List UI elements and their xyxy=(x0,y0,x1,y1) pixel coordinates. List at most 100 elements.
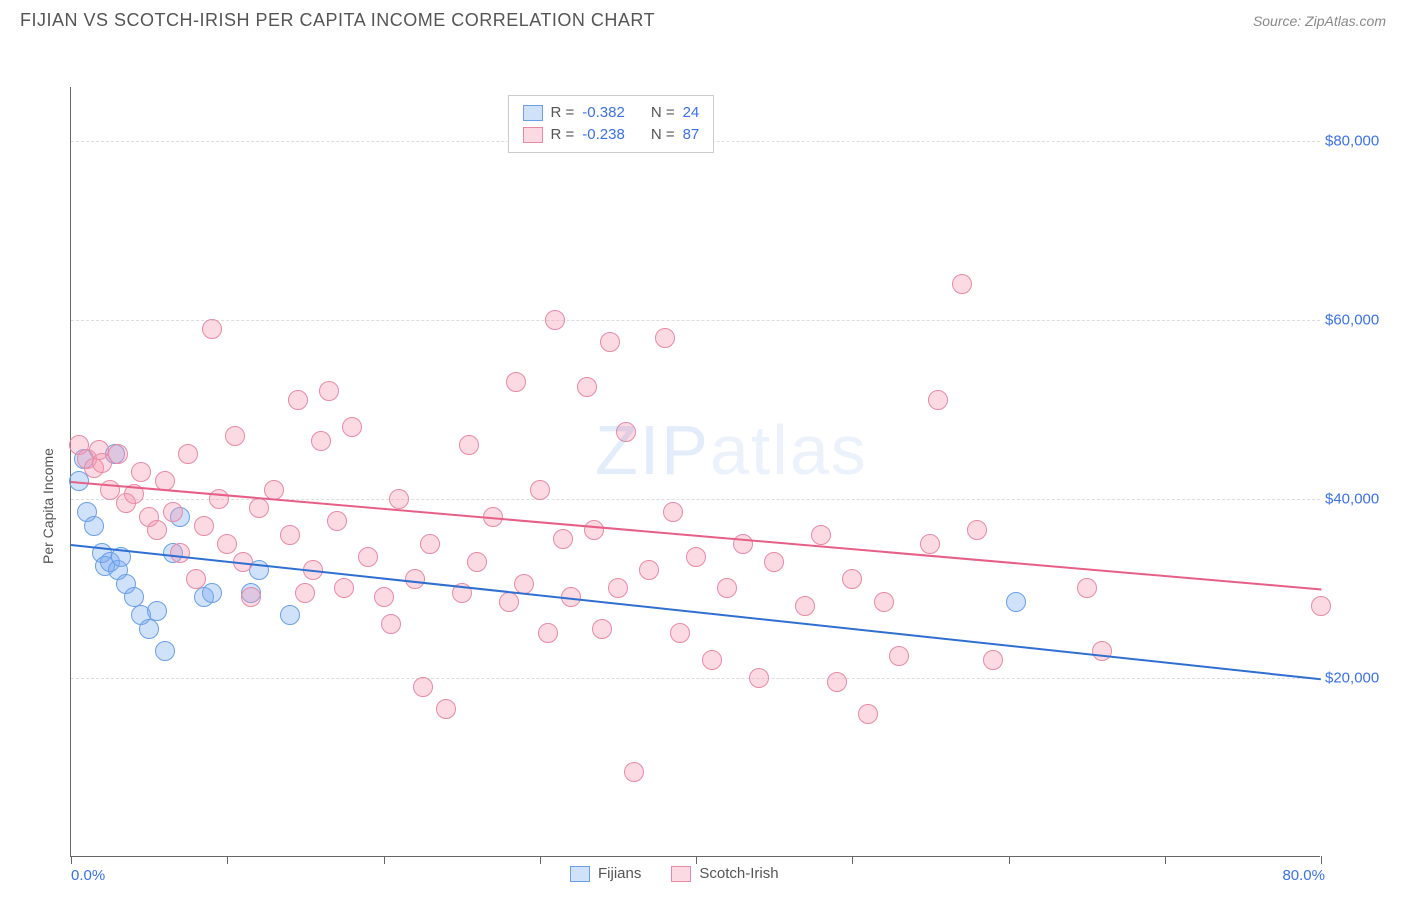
source-prefix: Source: xyxy=(1253,13,1305,29)
n-value: 24 xyxy=(683,102,700,124)
data-point xyxy=(584,520,604,540)
data-point xyxy=(358,547,378,567)
source-credit: Source: ZipAtlas.com xyxy=(1253,13,1386,29)
y-tick-label: $20,000 xyxy=(1325,669,1405,686)
data-point xyxy=(749,668,769,688)
legend-swatch xyxy=(523,105,543,121)
x-tick xyxy=(1009,856,1010,864)
data-point xyxy=(342,417,362,437)
data-point xyxy=(1077,578,1097,598)
chart-title: FIJIAN VS SCOTCH-IRISH PER CAPITA INCOME… xyxy=(20,10,655,31)
data-point xyxy=(514,574,534,594)
legend-swatch xyxy=(671,866,691,882)
y-axis-title: Per Capita Income xyxy=(40,448,56,564)
data-point xyxy=(983,650,1003,670)
scatter-chart: $20,000$40,000$60,000$80,0000.0%80.0%Per… xyxy=(20,39,1406,897)
data-point xyxy=(811,525,831,545)
correlation-legend-row: R =-0.238N =87 xyxy=(523,124,700,146)
data-point xyxy=(178,444,198,464)
data-point xyxy=(827,672,847,692)
x-tick xyxy=(1321,856,1322,864)
data-point xyxy=(147,520,167,540)
data-point xyxy=(163,502,183,522)
data-point xyxy=(459,435,479,455)
source-name: ZipAtlas.com xyxy=(1305,13,1386,29)
series-name: Fijians xyxy=(598,865,641,882)
gridline xyxy=(71,320,1320,321)
data-point xyxy=(170,543,190,563)
r-value: -0.382 xyxy=(582,102,625,124)
data-point xyxy=(686,547,706,567)
gridline xyxy=(71,678,1320,679)
x-axis-max-label: 80.0% xyxy=(1282,867,1325,884)
series-legend-item: Scotch-Irish xyxy=(671,865,778,882)
data-point xyxy=(131,462,151,482)
data-point xyxy=(764,552,784,572)
data-point xyxy=(655,328,675,348)
data-point xyxy=(952,274,972,294)
x-tick xyxy=(1165,856,1166,864)
x-tick xyxy=(384,856,385,864)
data-point xyxy=(288,390,308,410)
data-point xyxy=(624,762,644,782)
data-point xyxy=(186,569,206,589)
data-point xyxy=(538,623,558,643)
data-point xyxy=(499,592,519,612)
data-point xyxy=(202,583,222,603)
data-point xyxy=(874,592,894,612)
data-point xyxy=(194,516,214,536)
data-point xyxy=(920,534,940,554)
x-tick xyxy=(852,856,853,864)
data-point xyxy=(334,578,354,598)
chart-header: FIJIAN VS SCOTCH-IRISH PER CAPITA INCOME… xyxy=(0,0,1406,39)
data-point xyxy=(795,596,815,616)
x-tick xyxy=(696,856,697,864)
r-label: R = xyxy=(551,102,575,124)
data-point xyxy=(663,502,683,522)
data-point xyxy=(147,601,167,621)
data-point xyxy=(545,310,565,330)
n-value: 87 xyxy=(683,124,700,146)
data-point xyxy=(717,578,737,598)
r-value: -0.238 xyxy=(582,124,625,146)
data-point xyxy=(280,525,300,545)
data-point xyxy=(1092,641,1112,661)
data-point xyxy=(928,390,948,410)
data-point xyxy=(639,560,659,580)
data-point xyxy=(1311,596,1331,616)
data-point xyxy=(389,489,409,509)
data-point xyxy=(420,534,440,554)
data-point xyxy=(84,516,104,536)
series-legend-item: Fijians xyxy=(570,865,641,882)
data-point xyxy=(209,489,229,509)
data-point xyxy=(381,614,401,634)
data-point xyxy=(530,480,550,500)
data-point xyxy=(506,372,526,392)
series-legend: Fijians Scotch-Irish xyxy=(570,865,779,882)
correlation-legend: R =-0.382N =24R =-0.238N =87 xyxy=(508,95,715,153)
series-name: Scotch-Irish xyxy=(699,865,778,882)
data-point xyxy=(217,534,237,554)
x-tick xyxy=(227,856,228,864)
data-point xyxy=(327,511,347,531)
data-point xyxy=(241,587,261,607)
data-point xyxy=(467,552,487,572)
data-point xyxy=(374,587,394,607)
data-point xyxy=(139,619,159,639)
x-tick xyxy=(71,856,72,864)
data-point xyxy=(702,650,722,670)
data-point xyxy=(108,444,128,464)
data-point xyxy=(967,520,987,540)
data-point xyxy=(155,641,175,661)
data-point xyxy=(249,498,269,518)
data-point xyxy=(889,646,909,666)
r-label: R = xyxy=(551,124,575,146)
data-point xyxy=(311,431,331,451)
data-point xyxy=(592,619,612,639)
x-axis-min-label: 0.0% xyxy=(71,867,105,884)
data-point xyxy=(436,699,456,719)
data-point xyxy=(280,605,300,625)
x-tick xyxy=(540,856,541,864)
y-tick-label: $80,000 xyxy=(1325,132,1405,149)
data-point xyxy=(225,426,245,446)
